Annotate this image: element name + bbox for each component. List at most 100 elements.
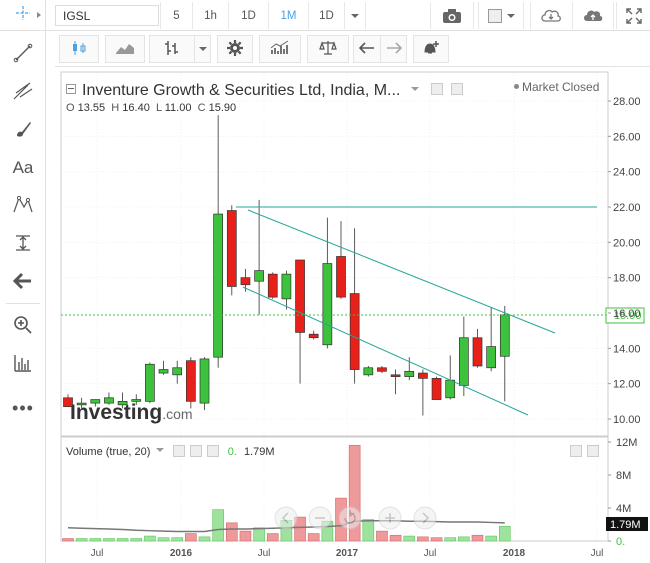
volume-bar	[185, 533, 197, 542]
volume-bar	[403, 535, 416, 542]
reset-zoom-button	[338, 506, 362, 530]
candle	[213, 115, 223, 368]
volume-bar	[198, 536, 211, 542]
remove-drawings-tool[interactable]	[0, 267, 46, 297]
ohlc-readout: O 13.55 H 16.40 L 11.00 C 15.90	[66, 102, 236, 114]
candle	[104, 392, 114, 405]
volume-bar	[362, 519, 375, 542]
candle	[499, 305, 510, 402]
pane-up-icon[interactable]	[570, 445, 582, 457]
current-price-tag-text: 15.90	[614, 310, 642, 322]
undo-button[interactable]	[353, 35, 381, 63]
pane-close-icon[interactable]	[587, 445, 600, 457]
area-style-button[interactable]	[105, 35, 145, 63]
settings-button[interactable]	[217, 35, 253, 63]
volume-bar	[239, 530, 252, 542]
y-tick-label: 12.00	[613, 379, 641, 391]
y-tick-label: 26.00	[613, 131, 641, 143]
style-dropdown[interactable]	[195, 35, 211, 63]
crosshair-tool-button[interactable]	[0, 0, 46, 31]
brush-tool[interactable]	[0, 115, 46, 145]
volume-bar	[498, 525, 511, 542]
color-square-icon	[487, 8, 502, 23]
timeframe-5[interactable]: 5	[160, 2, 192, 29]
volume-bar	[444, 537, 457, 542]
fullscreen-icon[interactable]	[616, 2, 650, 29]
crosshair-icon	[14, 4, 32, 28]
redo-icon	[386, 41, 402, 57]
pitchfork-tool[interactable]	[0, 77, 46, 107]
volume-axis: 12M 8M 4M 0.	[608, 437, 637, 548]
candle-body	[199, 358, 210, 404]
volume-profile-icon	[13, 353, 33, 376]
zoom-tool[interactable]	[0, 311, 46, 341]
chart-title: Inventure Growth & Securities Ltd, India…	[66, 79, 463, 100]
timeframe-dropdown[interactable]: 1D	[308, 2, 344, 29]
measure-tool[interactable]	[0, 229, 46, 259]
x-tick-label: Jul	[91, 548, 104, 559]
compare-button[interactable]	[307, 35, 349, 63]
candle-body	[117, 400, 128, 406]
pitchfork-icon	[12, 81, 34, 104]
volume-profile-tool[interactable]	[0, 349, 46, 379]
volume-chevron-down-icon[interactable]	[156, 444, 165, 456]
current-volume-tag-text: 1.79M	[610, 519, 641, 531]
volume-settings-icon[interactable]	[172, 445, 185, 457]
color-picker-button[interactable]	[478, 2, 524, 29]
scroll-controls	[274, 506, 437, 530]
candle	[267, 272, 278, 299]
vol-tick-label: 12M	[616, 437, 637, 449]
candle-body	[186, 360, 196, 402]
cloud-download-icon[interactable]	[530, 2, 570, 29]
candle	[336, 221, 346, 299]
settings-small-icon[interactable]	[431, 83, 444, 95]
close-value: 15.90	[208, 102, 237, 114]
vol-tick-label: 4M	[616, 503, 631, 515]
refresh-icon	[344, 510, 356, 524]
candle-body	[226, 210, 237, 287]
candle-body	[63, 397, 73, 407]
scroll-left-button	[274, 506, 298, 530]
bars-style-button[interactable]	[149, 35, 195, 63]
title-chevron-down-icon[interactable]	[410, 79, 419, 97]
alert-button[interactable]	[413, 35, 449, 63]
candle	[363, 366, 374, 377]
redo-button[interactable]	[381, 35, 407, 63]
volume-bar	[116, 538, 129, 542]
trend-lines	[236, 206, 597, 416]
expand-arrow-icon	[37, 12, 41, 18]
volume-bar	[130, 538, 143, 542]
candle-body	[459, 337, 469, 386]
candle	[281, 270, 292, 310]
collapse-icon[interactable]	[66, 84, 76, 94]
current-price-tag: 15.90	[605, 307, 645, 324]
candle-body	[281, 273, 292, 300]
timeframe-1m[interactable]: 1M	[268, 2, 308, 29]
trendline-tool[interactable]	[0, 39, 46, 69]
candle	[404, 357, 415, 381]
candle	[131, 394, 142, 405]
volume-close-icon[interactable]	[206, 445, 219, 457]
close-small-icon[interactable]	[450, 83, 463, 95]
candle	[172, 360, 183, 384]
ohlc-bars-icon	[164, 40, 180, 59]
time-axis: Jul 2016 Jul 2017 Jul 2018 Jul	[91, 548, 604, 559]
text-tool[interactable]: Aa	[0, 153, 46, 183]
timeframe-1d[interactable]: 1D	[228, 2, 268, 29]
candle	[254, 199, 264, 315]
more-tools-button[interactable]: •••	[0, 393, 46, 423]
candles-style-button[interactable]	[59, 35, 99, 63]
volume-visibility-icon[interactable]	[189, 445, 202, 457]
indicators-button[interactable]	[259, 35, 301, 63]
timeframe-chevron-down-icon[interactable]	[344, 2, 366, 29]
more-dots-icon: •••	[12, 397, 34, 418]
text-icon: Aa	[12, 158, 34, 177]
cloud-upload-icon[interactable]	[572, 2, 614, 29]
high-label: H	[111, 102, 120, 114]
timeframe-1h[interactable]: 1h	[192, 2, 228, 29]
symbol-input[interactable]: IGSL	[55, 5, 159, 26]
pattern-tool[interactable]	[0, 191, 46, 221]
volume-bar	[458, 536, 470, 542]
camera-icon[interactable]	[430, 2, 474, 29]
